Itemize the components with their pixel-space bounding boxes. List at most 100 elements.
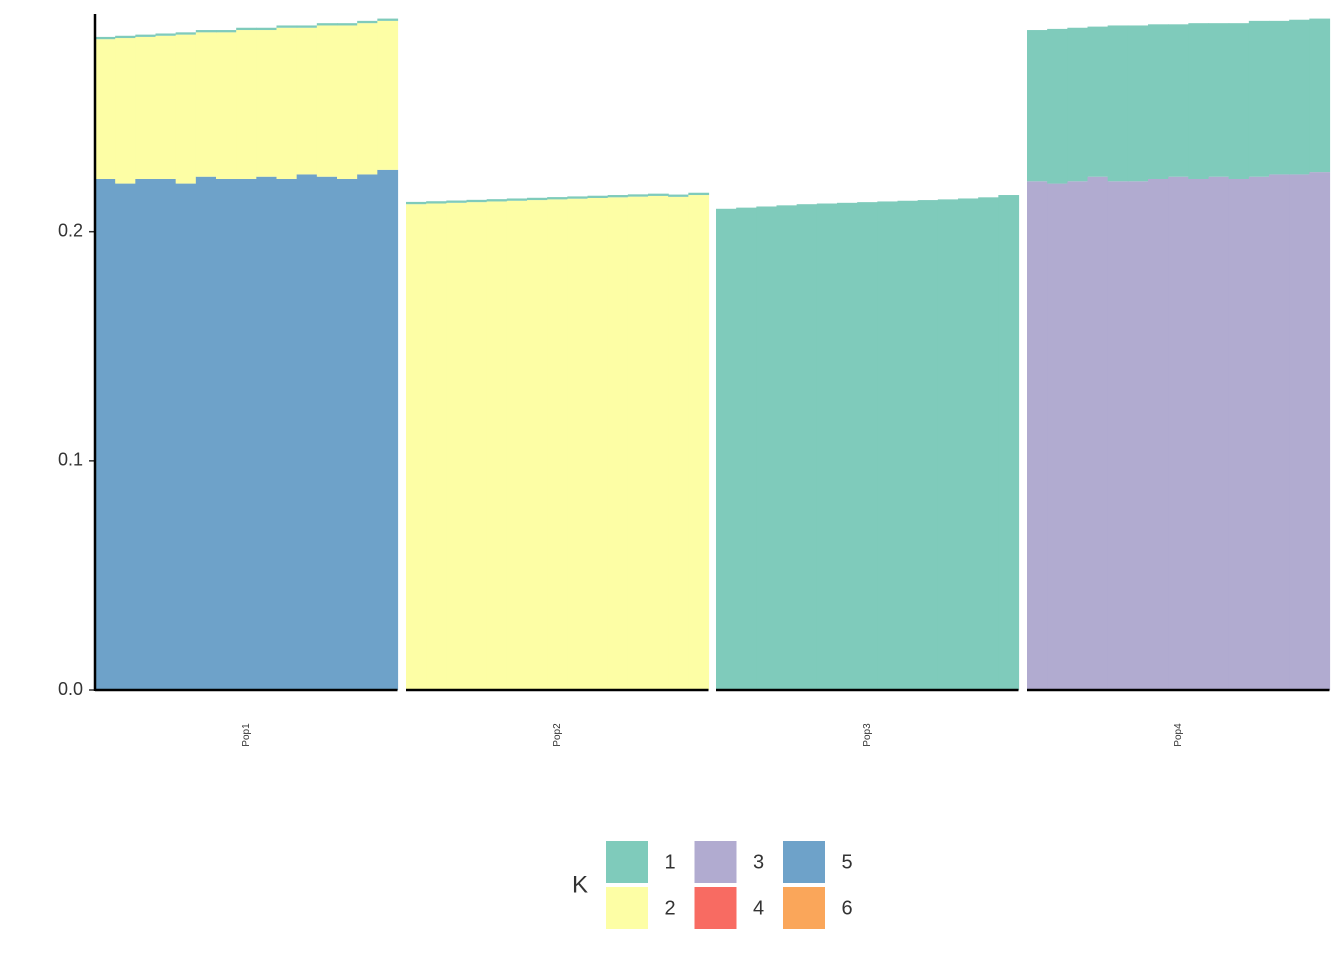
bar-segment	[627, 196, 649, 690]
bar-segment	[115, 35, 136, 39]
bar-segment	[587, 198, 609, 690]
bar-segment	[256, 176, 278, 690]
bar-segment	[316, 176, 338, 690]
legend-label: 5	[841, 851, 852, 873]
bar-segment	[1248, 20, 1270, 177]
bar-segment	[296, 25, 318, 28]
bar-segment	[567, 198, 589, 690]
bar-segment	[837, 202, 858, 690]
legend-swatch	[606, 841, 648, 883]
legend-label: 1	[664, 851, 675, 873]
bar-segment	[276, 178, 298, 690]
bar-segment	[627, 194, 649, 197]
bar-segment	[357, 174, 378, 690]
bar-segment	[256, 27, 278, 31]
bar-segment	[486, 201, 508, 690]
legend-label: 6	[841, 897, 852, 919]
bar-segment	[155, 178, 177, 690]
bar-segment	[236, 27, 257, 31]
legend-swatch	[694, 887, 737, 929]
legend-label: 4	[753, 897, 764, 919]
legend-swatch	[783, 841, 825, 883]
bar-segment	[1228, 23, 1250, 179]
bar-segment	[1289, 19, 1310, 175]
bar-segment	[1289, 174, 1310, 690]
y-tick-label: 0.2	[58, 220, 83, 240]
bar-segment	[1168, 24, 1189, 177]
bar-segment	[236, 178, 257, 690]
bar-segment	[175, 183, 197, 690]
bar-segment	[155, 35, 177, 179]
bar-segment	[296, 27, 318, 175]
bar-segment	[426, 203, 447, 690]
bar-segment	[607, 195, 629, 198]
bar-segment	[1107, 25, 1129, 182]
legend-label: 3	[753, 851, 764, 873]
bar-segment	[486, 199, 508, 202]
bar-segment	[937, 199, 959, 690]
bar-segment	[897, 200, 919, 690]
bar-segment	[276, 27, 298, 179]
legend-swatch	[694, 841, 737, 883]
panel-label: Pop3	[862, 723, 873, 747]
panel-label: Pop4	[1173, 723, 1184, 747]
bar-segment	[296, 174, 318, 690]
bar-segment	[135, 178, 157, 690]
bar-segment	[547, 197, 568, 200]
bar-segment	[1087, 26, 1109, 177]
bar-segment	[316, 25, 338, 177]
bar-segment	[547, 199, 568, 690]
legend-swatch	[606, 887, 648, 929]
bar-segment	[175, 34, 197, 184]
bar-segment	[506, 200, 528, 690]
bar-segment	[337, 23, 358, 26]
bar-segment	[337, 178, 358, 690]
bar-segment	[406, 204, 427, 691]
y-tick-label: 0.0	[58, 679, 83, 699]
bar-segment	[1168, 176, 1189, 690]
panel-label: Pop2	[552, 723, 563, 747]
bar-segment	[1309, 18, 1331, 173]
bar-segment	[276, 25, 298, 28]
bar-segment	[236, 30, 257, 179]
bar-segment	[648, 193, 669, 196]
legend-label: 2	[664, 897, 675, 919]
bar-segment	[466, 202, 488, 691]
bar-segment	[406, 201, 427, 205]
bar-segment	[1067, 27, 1089, 182]
bar-segment	[175, 32, 197, 35]
bar-segment	[95, 178, 116, 690]
bar-segment	[506, 198, 528, 201]
bar-segment	[668, 194, 689, 197]
bar-segment	[256, 30, 278, 177]
bar-segment	[135, 34, 157, 37]
bar-segment	[1188, 178, 1210, 690]
bar-segment	[716, 208, 737, 690]
bar-segment	[1269, 20, 1290, 175]
bar-segment	[216, 178, 237, 690]
bar-segment	[998, 195, 1020, 690]
bar-segment	[527, 197, 548, 201]
bar-segment	[688, 192, 710, 196]
bar-segment	[195, 32, 217, 177]
bar-segment	[377, 20, 399, 170]
legend-swatch	[783, 887, 825, 929]
bar-segment	[776, 205, 798, 690]
bar-segment	[1188, 23, 1210, 179]
bar-segment	[857, 202, 878, 691]
bar-segment	[527, 200, 548, 690]
bar-segment	[1309, 172, 1331, 691]
bar-segment	[115, 183, 136, 690]
bar-segment	[688, 195, 710, 690]
bar-segment	[756, 206, 778, 690]
bar-segment	[377, 169, 399, 690]
bar-segment	[1027, 181, 1048, 690]
bar-segment	[877, 201, 899, 690]
bar-segment	[1269, 174, 1290, 690]
bar-segment	[587, 195, 609, 199]
bar-segment	[1047, 183, 1068, 690]
bar-segment	[1127, 181, 1149, 690]
panel-label: Pop1	[241, 723, 252, 747]
bar-segment	[195, 176, 217, 690]
